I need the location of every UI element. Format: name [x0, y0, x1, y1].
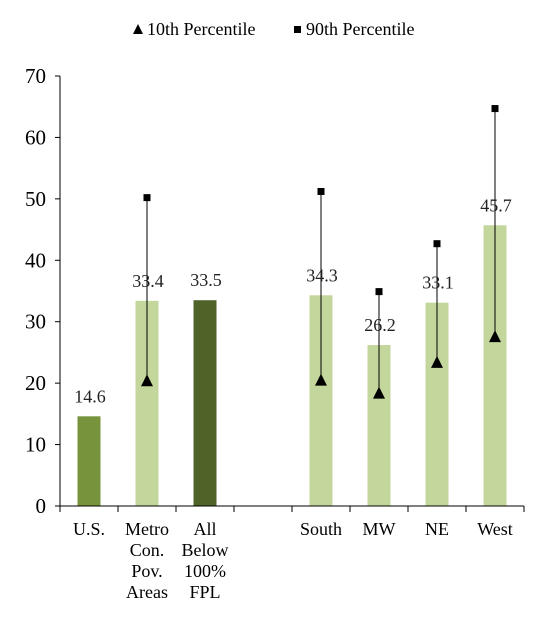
x-tick-label: Pov.: [131, 561, 162, 581]
value-labels: 14.6 33.4 33.5 34.3 26.2 33.1 45.7: [74, 195, 512, 406]
data-label: 45.7: [480, 195, 512, 215]
y-tick-label: 0: [36, 494, 47, 518]
legend-square-icon: [294, 26, 301, 33]
legend-triangle-icon: [133, 24, 143, 34]
marker-10th: [431, 355, 443, 368]
legend-label: 90th Percentile: [306, 19, 414, 39]
x-tick-label: Areas: [126, 582, 168, 602]
marker-10th: [141, 374, 153, 387]
y-tick-label: 50: [25, 187, 46, 211]
x-tick-label: South: [300, 519, 342, 539]
bar: [367, 345, 391, 506]
marker-90th: [491, 105, 499, 113]
bar: [483, 225, 507, 506]
legend: 10th Percentile 90th Percentile: [133, 19, 414, 39]
x-tick-label: FPL: [189, 582, 220, 602]
y-tick-label: 70: [25, 64, 46, 88]
x-tick-label: West: [477, 519, 513, 539]
percentile-range: [141, 105, 501, 399]
y-axis: 0 10 20 30 40 50 60 70: [25, 64, 61, 518]
marker-90th: [143, 194, 151, 202]
bar: [309, 295, 333, 506]
marker-10th: [315, 373, 327, 386]
x-tick-label: 100%: [184, 561, 226, 581]
y-tick-label: 60: [25, 125, 46, 149]
x-tick-label: Below: [182, 540, 229, 560]
x-tick-label: NE: [425, 519, 449, 539]
bar: [193, 300, 217, 506]
data-label: 34.3: [306, 265, 338, 285]
bars: [77, 225, 507, 506]
data-label: 14.6: [74, 386, 106, 406]
data-label: 26.2: [364, 315, 396, 335]
data-label: 33.1: [422, 273, 454, 293]
data-label: 33.4: [132, 271, 164, 291]
x-tick-label: MW: [363, 519, 396, 539]
marker-90th: [375, 288, 383, 296]
bar: [77, 416, 101, 506]
y-tick-label: 10: [25, 433, 46, 457]
legend-label: 10th Percentile: [147, 19, 255, 39]
x-tick-label: Con.: [130, 540, 165, 560]
marker-90th: [317, 187, 325, 195]
marker-10th: [489, 330, 501, 343]
y-tick-label: 20: [25, 371, 46, 395]
x-tick-label: U.S.: [73, 519, 105, 539]
bar: [135, 300, 159, 506]
data-label: 33.5: [190, 270, 222, 290]
bar: [425, 302, 449, 506]
marker-90th: [433, 240, 441, 248]
y-tick-label: 30: [25, 310, 46, 334]
x-tick-label: All: [193, 519, 216, 539]
y-tick-label: 40: [25, 248, 46, 272]
x-tick-label: Metro: [125, 519, 169, 539]
marker-10th: [373, 386, 385, 399]
